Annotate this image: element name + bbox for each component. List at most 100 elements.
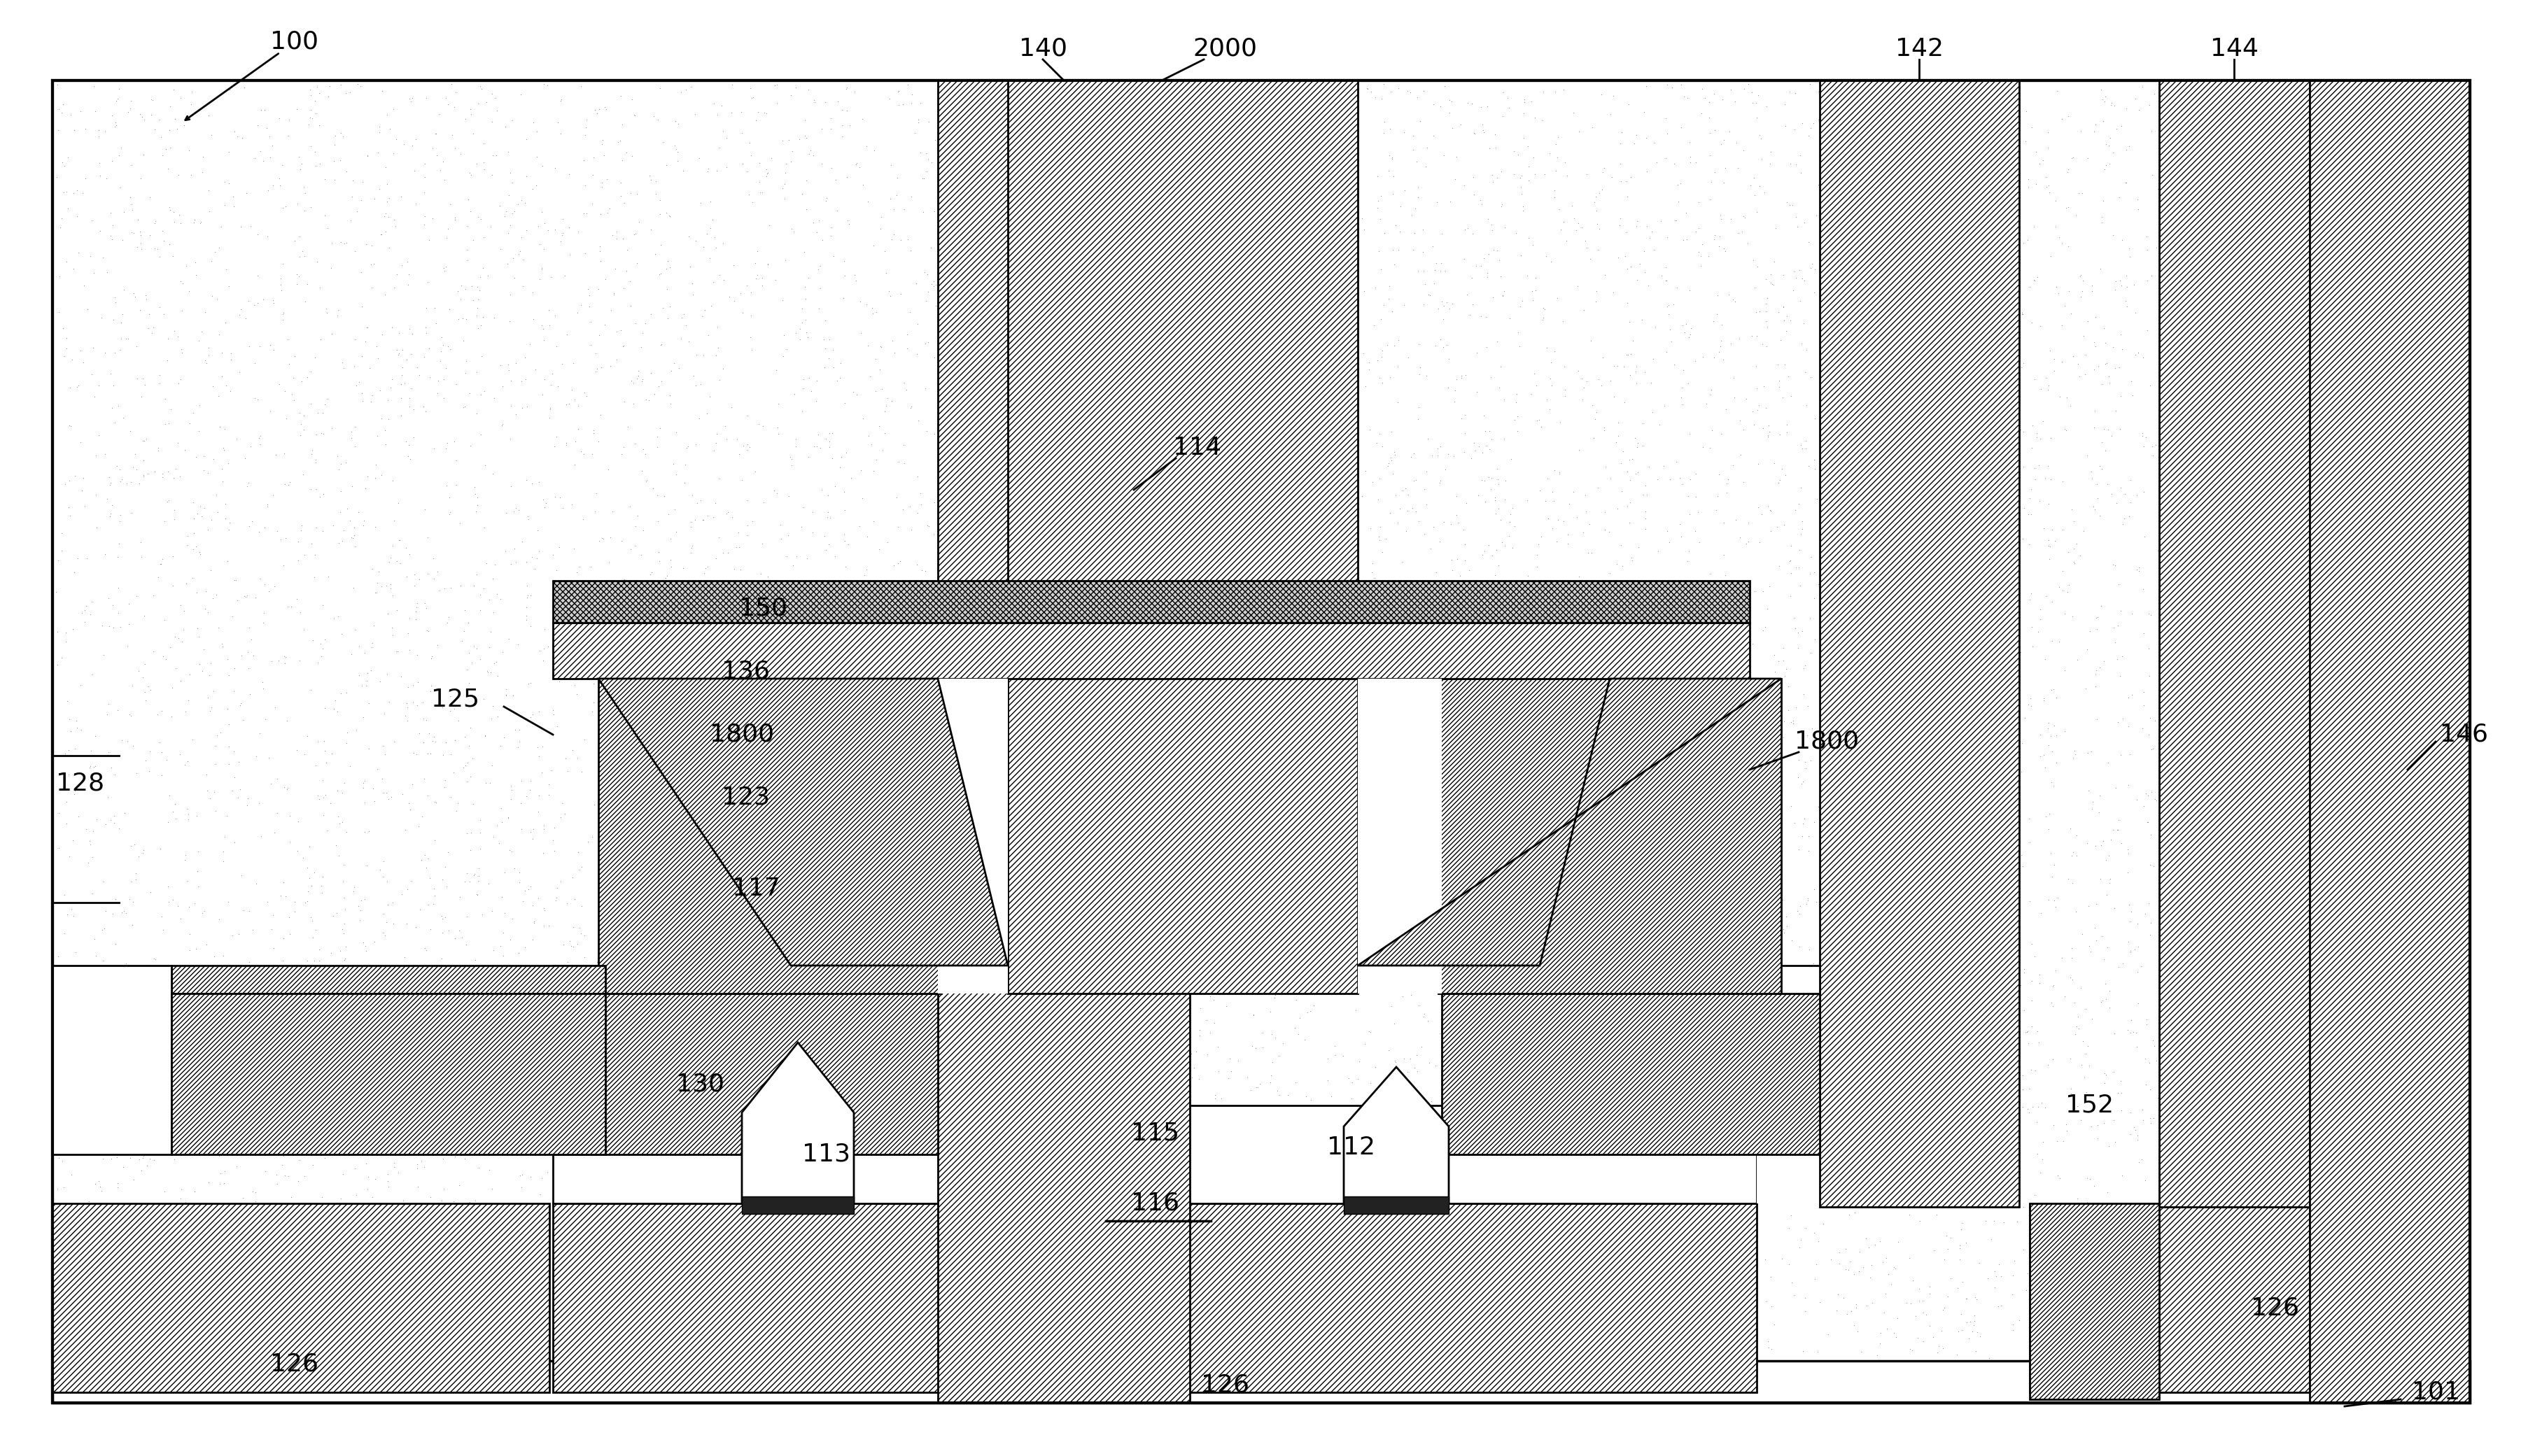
Point (2213, 862, 2254, 885)
Point (68, 1255, 108, 1278)
Point (292, 910, 333, 933)
Point (1470, 622, 1510, 645)
Point (2347, 151, 2387, 175)
Point (1495, 163, 1535, 186)
Point (2413, 970, 2453, 993)
Point (1810, 249, 1850, 272)
Point (688, 780, 729, 804)
Point (1155, 689, 1195, 712)
Point (1376, 355, 1417, 379)
Point (2226, 842, 2266, 865)
Point (1243, 1341, 1283, 1364)
Point (1883, 919, 1924, 942)
Point (1676, 1303, 1717, 1326)
Point (1903, 933, 1944, 957)
Point (812, 1213, 852, 1236)
Point (2014, 215, 2055, 239)
Point (2173, 111, 2213, 134)
Point (1394, 197, 1434, 220)
Point (2211, 527, 2251, 550)
Point (1966, 430, 2007, 453)
Point (300, 949, 340, 973)
Point (625, 763, 666, 786)
Bar (2029, 1204, 2309, 1392)
Point (2251, 818, 2292, 842)
Point (313, 514, 353, 537)
Point (1598, 1325, 1639, 1348)
Point (1092, 201, 1132, 224)
Point (1369, 910, 1409, 933)
Point (199, 907, 239, 930)
Point (630, 1003, 671, 1026)
Point (1394, 702, 1434, 725)
Point (744, 588, 784, 612)
Point (1349, 719, 1389, 743)
Point (222, 692, 262, 715)
Point (1084, 1273, 1124, 1296)
Point (1001, 304, 1041, 328)
Point (706, 1022, 746, 1045)
Point (2032, 678, 2072, 702)
Point (2118, 559, 2158, 582)
Point (2269, 1086, 2309, 1109)
Point (2024, 1096, 2065, 1120)
Point (2274, 1356, 2314, 1379)
Point (1934, 291, 1974, 314)
Point (161, 593, 202, 616)
Point (2403, 280, 2443, 303)
Point (202, 215, 242, 239)
Point (1190, 1188, 1230, 1211)
Point (1868, 1048, 1908, 1072)
Text: 1800: 1800 (1795, 729, 1858, 754)
Point (98, 1273, 139, 1296)
Point (739, 1293, 779, 1316)
Point (1399, 510, 1439, 533)
Point (935, 933, 976, 957)
Point (2155, 1105, 2196, 1128)
Point (2128, 810, 2168, 833)
Point (2218, 256, 2259, 280)
Point (872, 329, 913, 352)
Point (1908, 914, 1949, 938)
Point (1971, 673, 2012, 696)
Point (2113, 603, 2153, 626)
Point (509, 779, 550, 802)
Point (686, 556, 726, 579)
Point (38, 620, 78, 644)
Point (1213, 759, 1253, 782)
Point (1840, 719, 1881, 743)
Point (1911, 820, 1951, 843)
Point (739, 412, 779, 435)
Point (726, 796, 766, 820)
Point (1371, 80, 1412, 103)
Point (1397, 185, 1437, 208)
Point (1278, 291, 1318, 314)
Point (1823, 1048, 1863, 1072)
Point (1462, 192, 1503, 215)
Point (2050, 1238, 2090, 1261)
Point (1818, 579, 1858, 603)
Point (1099, 725, 1139, 748)
Point (1555, 617, 1596, 641)
Point (1661, 393, 1702, 416)
Point (1387, 1137, 1427, 1160)
Point (151, 95, 192, 118)
Point (1097, 199, 1137, 223)
Point (1800, 253, 1840, 277)
Point (1513, 578, 1553, 601)
Point (146, 137, 187, 160)
Point (618, 687, 658, 711)
Point (1591, 466, 1631, 489)
Point (645, 852, 686, 875)
Point (1934, 919, 1974, 942)
Point (166, 1137, 207, 1160)
Point (192, 696, 232, 719)
Point (1702, 645, 1742, 668)
Point (2173, 1241, 2213, 1264)
Point (330, 82, 371, 105)
Point (804, 1296, 845, 1319)
Point (673, 970, 713, 993)
Point (1548, 1038, 1588, 1061)
Point (1863, 1028, 1903, 1051)
Point (880, 549, 920, 572)
